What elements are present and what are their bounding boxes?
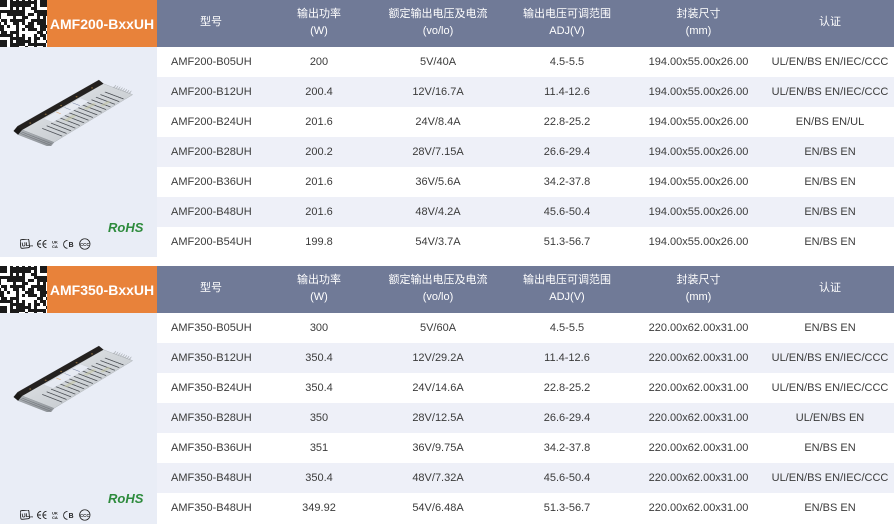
- svg-text:B: B: [68, 242, 73, 249]
- svg-text:UL: UL: [22, 513, 31, 520]
- svg-text:CA: CA: [52, 244, 58, 249]
- svg-text:CA: CA: [52, 515, 58, 520]
- svg-text:B: B: [68, 513, 73, 520]
- svg-text:CCC: CCC: [80, 242, 90, 247]
- svg-text:us: us: [30, 244, 34, 248]
- svg-text:UL: UL: [22, 242, 31, 249]
- svg-text:CCC: CCC: [80, 513, 90, 518]
- svg-text:us: us: [30, 515, 34, 519]
